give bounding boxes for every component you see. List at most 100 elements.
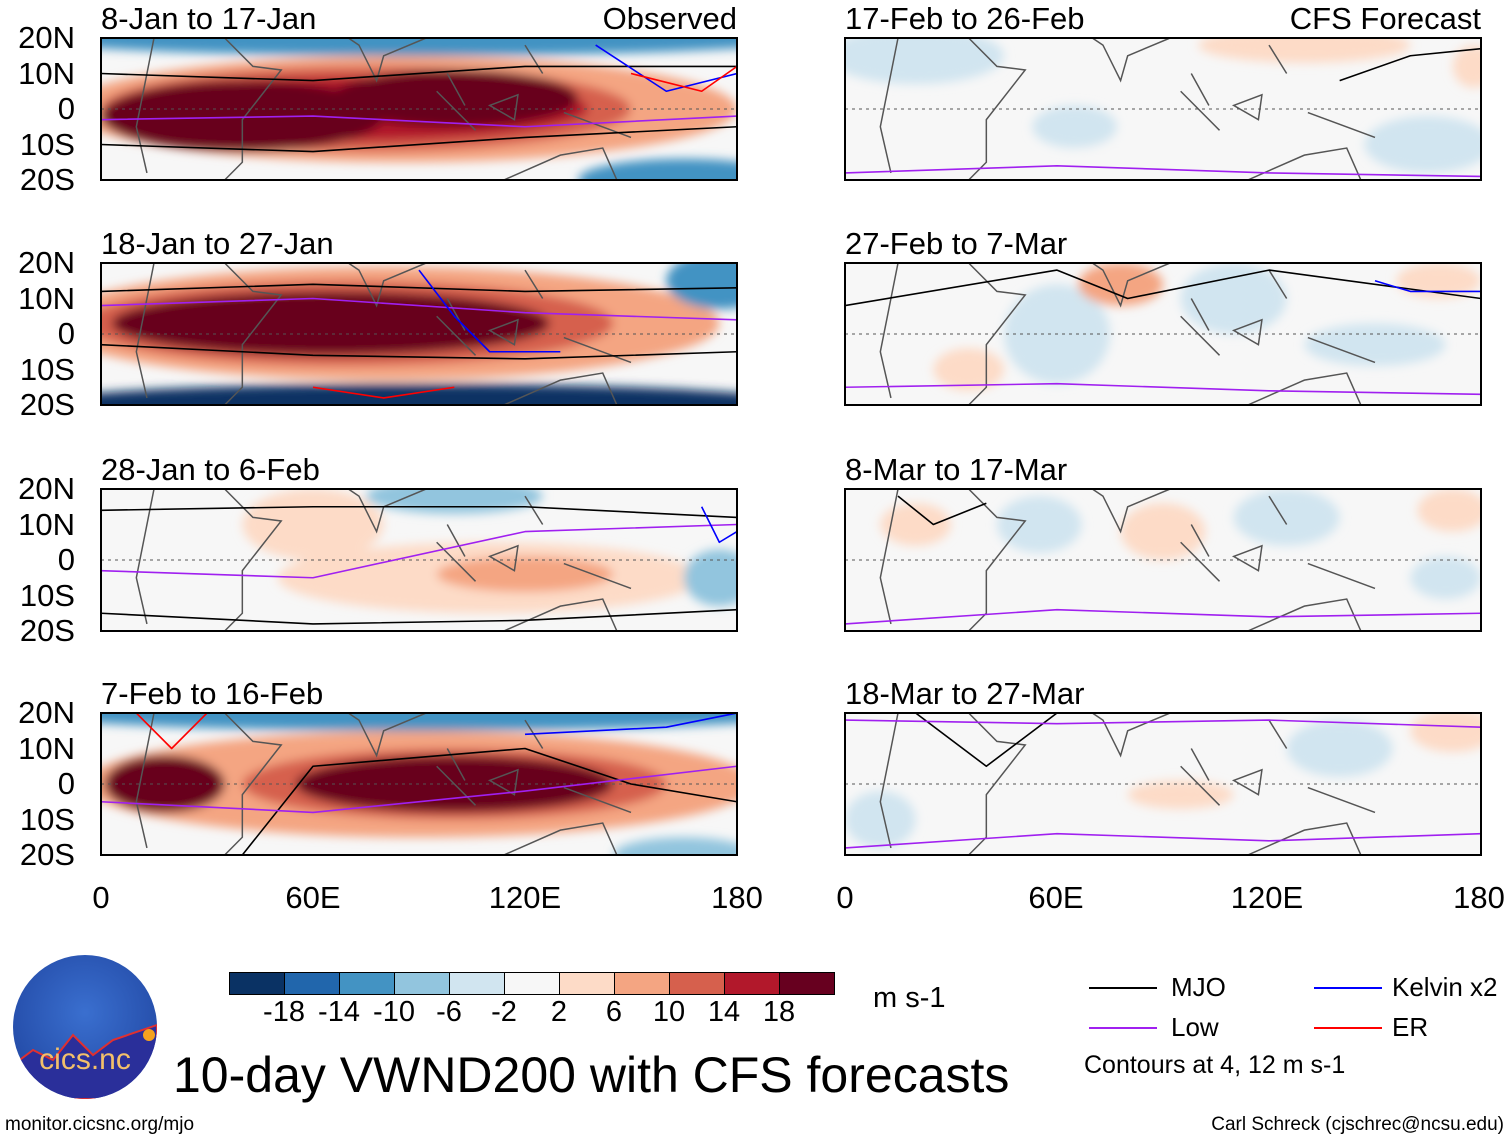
colorbar-swatch xyxy=(340,973,395,994)
y-tick-label: 0 xyxy=(57,91,75,126)
logo: cics.nc xyxy=(13,955,157,1099)
panel-frame xyxy=(100,488,738,632)
anomaly-region xyxy=(1074,133,1216,170)
low-contour xyxy=(101,297,737,321)
map-panel: 17-Feb to 26-Feb CFS Forecast xyxy=(844,1,1482,181)
anomaly-region xyxy=(242,489,384,560)
low-contour xyxy=(101,523,737,579)
colorbar-swatch xyxy=(560,973,615,994)
y-tick-label: 10N xyxy=(18,280,75,316)
panel-title: 8-Jan to 17-Jan xyxy=(101,1,317,36)
y-tick-label: 0 xyxy=(57,766,75,801)
y-tick-label: 10N xyxy=(18,55,75,91)
mjo-contour xyxy=(845,269,1481,307)
er-contour xyxy=(630,65,737,93)
map-panel: 18-Jan to 27-Jan 20N 10N 0 10S 20S xyxy=(18,226,738,420)
map-panel: 18-Mar to 27-Mar xyxy=(844,676,1482,856)
colorbar-swatch xyxy=(505,973,560,994)
anomaly-region xyxy=(436,556,614,592)
x-tick-label: 60E xyxy=(285,880,341,915)
coastline xyxy=(135,38,632,180)
colorbar-tick-label: -2 xyxy=(491,996,517,1028)
y-tick-label: 20S xyxy=(19,162,75,197)
anomaly-region xyxy=(845,791,916,848)
mjo-contour xyxy=(101,608,737,625)
panel-frame xyxy=(844,37,1482,181)
anomaly-region xyxy=(101,713,737,731)
x-tick-label: 0 xyxy=(92,880,110,915)
anomaly-region xyxy=(1364,116,1481,173)
colorbar-swatch xyxy=(285,973,340,994)
colorbar-swatch xyxy=(725,973,780,994)
legend-label-er: ER xyxy=(1392,1012,1429,1042)
colorbar-swatch xyxy=(230,973,285,994)
logo-text: cics.nc xyxy=(39,1043,131,1076)
low-contour xyxy=(845,832,1481,849)
y-tick-label: 20N xyxy=(18,471,75,506)
x-tick-label: 120E xyxy=(488,880,562,915)
colorbar-tick-label: -14 xyxy=(318,996,360,1028)
anomaly-region xyxy=(880,503,951,546)
anomaly-region xyxy=(101,80,384,152)
mjo-contour xyxy=(915,713,1058,768)
coastline xyxy=(879,713,1376,855)
panel-title: 28-Jan to 6-Feb xyxy=(101,452,320,487)
main-title: 10-day VWND200 with CFS forecasts xyxy=(173,1047,1010,1103)
colorbar-tick-label: -6 xyxy=(436,996,462,1028)
y-tick-label: 20S xyxy=(19,387,75,422)
map-panel: 7-Feb to 16-Feb 20N 10N 0 10S 20S xyxy=(18,676,738,870)
low-contour xyxy=(845,719,1481,728)
kelvin-contour xyxy=(595,44,737,93)
y-tick-label: 10N xyxy=(18,506,75,542)
colorbar-swatch xyxy=(615,973,670,994)
anomaly-region xyxy=(845,38,1004,85)
panel-title: 18-Mar to 27-Mar xyxy=(845,676,1085,711)
panel-frame xyxy=(100,37,738,181)
mjo-contour xyxy=(241,747,737,855)
credit: Carl Schreck (cjschrec@ncsu.edu) xyxy=(1211,1114,1504,1135)
panel-title: 8-Mar to 17-Mar xyxy=(845,452,1068,487)
legend-label-kelvin: Kelvin x2 xyxy=(1392,972,1498,1002)
anomaly-region xyxy=(101,38,737,56)
coastline xyxy=(879,489,1376,631)
anomaly-region xyxy=(1304,323,1446,366)
source-url[interactable]: monitor.cicsnc.org/mjo xyxy=(5,1114,195,1135)
y-tick-label: 20N xyxy=(18,695,75,730)
legend-label-mjo: MJO xyxy=(1171,972,1226,1002)
kelvin-contour xyxy=(418,269,561,353)
y-tick-label: 0 xyxy=(57,542,75,577)
y-tick-label: 10S xyxy=(19,577,75,613)
y-tick-label: 10N xyxy=(18,730,75,766)
legend-swatch-kelvin xyxy=(1314,987,1382,989)
anomaly-region xyxy=(1127,780,1234,809)
x-tick-label: 0 xyxy=(836,880,854,915)
anomaly-region xyxy=(1120,503,1206,560)
mjo-contour xyxy=(101,65,737,82)
anomaly-region xyxy=(1198,38,1411,63)
colorbar-tick-label: 10 xyxy=(652,996,686,1028)
panel-title: 27-Feb to 7-Mar xyxy=(845,226,1068,261)
legend-swatch-mjo xyxy=(1089,987,1157,989)
er-contour xyxy=(312,386,455,399)
low-contour xyxy=(845,165,1481,178)
anomaly-region xyxy=(366,489,543,514)
panel-kind-label: Observed xyxy=(602,1,737,36)
panel-frame xyxy=(100,712,738,856)
anomaly-region xyxy=(1032,105,1118,149)
map-panel: 28-Jan to 6-Feb 20N 10N 0 10S 20S xyxy=(18,452,738,646)
map-panel: 8-Jan to 17-Jan Observed 20N 10N 0 10S 20S xyxy=(18,1,738,195)
colorbar-tick-label: 6 xyxy=(605,996,623,1028)
colorbar xyxy=(229,972,835,995)
anomaly-region xyxy=(1452,45,1481,88)
y-tick-label: 20N xyxy=(18,245,75,280)
y-tick-label: 10S xyxy=(19,126,75,162)
panel-frame xyxy=(844,488,1482,632)
low-contour xyxy=(845,382,1481,396)
y-tick-label: 10S xyxy=(19,801,75,837)
anomaly-region xyxy=(1410,556,1481,600)
kelvin-contour xyxy=(700,506,737,544)
coastline xyxy=(879,38,1376,180)
legend-label-low: Low xyxy=(1171,1012,1219,1042)
legend-swatch-low xyxy=(1089,1027,1157,1029)
map-panel: 8-Mar to 17-Mar xyxy=(844,452,1482,632)
